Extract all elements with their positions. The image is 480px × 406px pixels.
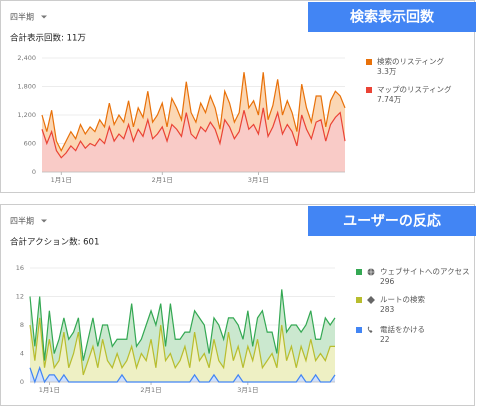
area-fill [42,107,345,172]
x-tick-label: 3月1日 [237,386,258,394]
y-tick-label: 4 [20,350,24,358]
chart-subtitle: 合計アクション数: 601 [10,237,99,248]
area-fill [30,317,335,382]
period-dropdown[interactable]: 四半期 [10,12,34,22]
header-title: ユーザーの反応 [343,213,441,230]
y-tick-label: 600 [24,140,36,148]
y-tick-label: 0 [20,378,24,386]
y-tick-label: 1,800 [17,83,36,91]
legend-total: 22 [380,335,390,344]
legend-label: 電話をかける [380,324,425,334]
legend-label: 検索のリスティング [377,56,445,66]
phone-icon [367,326,373,333]
header-badge [308,2,476,32]
series-line [41,72,346,152]
series-line [29,365,336,384]
x-tick-label: 2月1日 [140,386,161,394]
legend-total: 283 [380,305,395,314]
dropdown-arrow[interactable] [41,219,47,223]
area-fill [42,72,345,158]
series-line [41,107,346,159]
legend-swatch [366,87,372,93]
x-tick-label: 1月1日 [51,176,72,184]
legend-swatch [356,297,362,303]
y-tick-label: 2,400 [17,54,36,62]
y-tick-label: 0 [32,168,36,176]
legend-total: 7.74万 [377,95,402,104]
legend-label: ルートの検索 [380,294,425,304]
header-title: 検索表示回数 [350,9,435,26]
x-tick-label: 3月1日 [248,176,269,184]
series-line [29,317,335,376]
dropdown-arrow[interactable] [41,15,47,19]
directions-icon [367,296,375,304]
legend-total: 296 [380,277,395,286]
legend-swatch [366,59,372,65]
y-tick-label: 1,200 [17,111,36,119]
legend-total: 3.3万 [377,67,397,76]
y-tick-label: 8 [20,321,24,329]
header-badge [308,206,476,236]
legend-swatch [356,269,362,275]
period-dropdown[interactable]: 四半期 [10,216,34,226]
legend-label: マップのリスティング [377,84,452,94]
y-tick-label: 16 [16,264,24,272]
y-tick-label: 12 [16,293,24,301]
globe-icon-line [367,268,375,276]
legend-swatch [356,327,362,333]
legend-label: ウェブサイトへのアクセス [380,266,470,276]
series-line [29,289,336,361]
x-tick-label: 2月1日 [152,176,173,184]
chart-subtitle: 合計表示回数: 11万 [10,33,86,44]
x-tick-label: 1月1日 [39,386,60,394]
